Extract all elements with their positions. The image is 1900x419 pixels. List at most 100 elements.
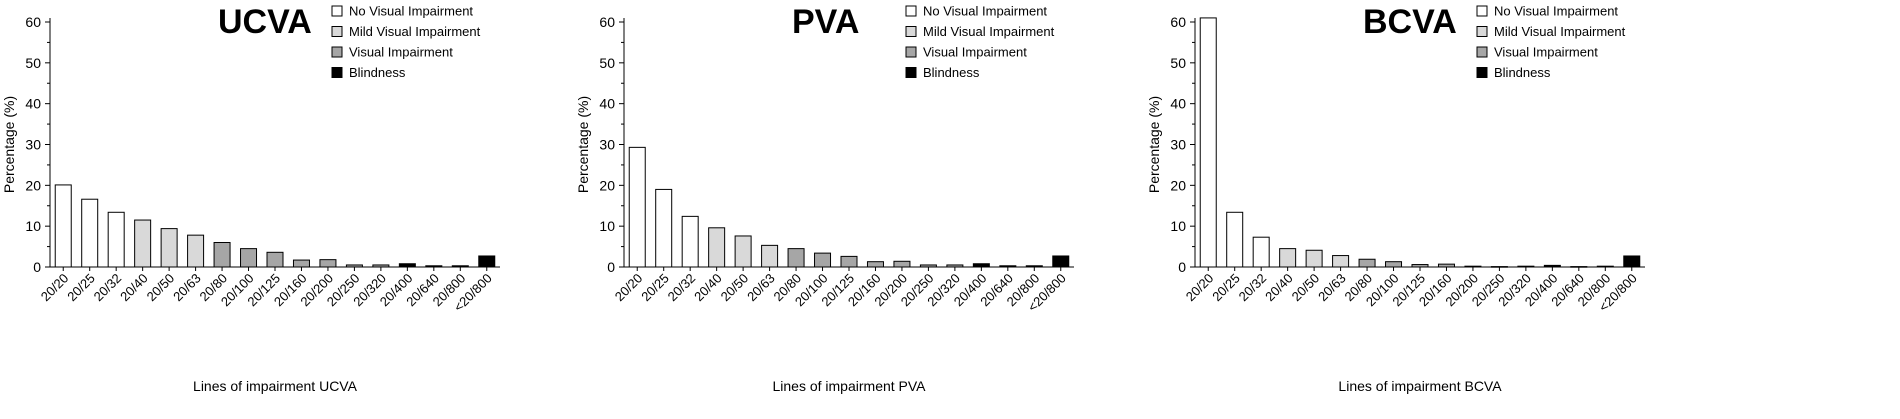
bcva-legend-label-vi: Visual Impairment	[1494, 45, 1598, 60]
pva-y-tick-label: 0	[607, 259, 615, 275]
bcva-y-tick-label: 40	[1170, 96, 1186, 112]
ucva-bar-20-100	[240, 248, 258, 268]
pva-y-tick-label: 10	[599, 218, 615, 234]
ucva-legend-label-mild: Mild Visual Impairment	[349, 24, 481, 39]
ucva-bar-20-200	[319, 259, 337, 268]
ucva-bar-20-20	[54, 184, 72, 268]
ucva-bar-20-32	[107, 211, 125, 268]
pva-bar-20-80	[787, 248, 805, 268]
ucva-y-tick-label: 20	[25, 177, 41, 193]
pva-bar-20-400	[972, 263, 990, 268]
pva-y-axis-title: Percentage (%)	[575, 96, 591, 193]
ucva-legend-label-vi: Visual Impairment	[349, 45, 453, 60]
bcva-bar-20-400	[1543, 264, 1561, 268]
ucva-y-tick-label: 30	[25, 137, 41, 153]
ucva-legend-swatch-vi	[331, 46, 343, 58]
ucva-bar-20-63	[187, 234, 205, 268]
pva-category-label: 20/20	[612, 271, 646, 305]
pva-category-label: 20/32	[665, 271, 699, 305]
bcva-legend-swatch-mild	[1476, 26, 1488, 37]
bcva-bar-20-125	[1411, 264, 1429, 268]
ucva-bar-20-125	[266, 251, 284, 268]
bcva-bar-20-40	[1279, 248, 1297, 268]
bcva-category-label: 20/63	[1315, 271, 1349, 305]
bcva-bar-20-160	[1437, 263, 1455, 268]
ucva-y-axis-title: Percentage (%)	[1, 96, 17, 193]
ucva-legend-swatch-none	[331, 5, 343, 17]
pva-category-label: 20/50	[718, 271, 752, 305]
pva-bar-20-125	[840, 255, 858, 268]
chart-panel-pva: 0 10 20 30 40 50 60 20/2020/2520/3220/4020/5020…	[575, 3, 1074, 394]
pva-bar-20-100	[814, 252, 832, 268]
bcva-bar-20-20	[1199, 17, 1217, 268]
ucva-y-tick-label: 10	[25, 218, 41, 234]
pva-y-tick-label: 20	[599, 177, 615, 193]
pva-bar-20-640	[999, 265, 1017, 268]
ucva-chart-title: UCVA	[218, 3, 312, 41]
bcva-bar-20-50	[1305, 249, 1323, 268]
ucva-bar-20-80	[213, 242, 231, 268]
ucva-category-label: 20/20	[38, 271, 72, 305]
ucva-category-label: 20/50	[144, 271, 178, 305]
pva-bar-20-20	[628, 146, 646, 268]
chart-panel-bcva: 0 10 20 30 40 50 60 20/2020/2520/3220/4020/5020…	[1146, 3, 1645, 394]
ucva-bar-20-320	[372, 264, 390, 268]
ucva-category-label: 20/63	[170, 271, 204, 305]
chart-panel-ucva: 0 10 20 30 40 50 60 20/2020/2520/3220/4020/5020…	[1, 3, 500, 394]
bcva-bar-20-100	[1385, 261, 1403, 268]
bcva-y-tick-label: 20	[1170, 177, 1186, 193]
pva-legend-label-blind: Blindness	[923, 65, 980, 80]
bcva-bar-20-25	[1226, 211, 1244, 268]
bcva-chart-title: BCVA	[1363, 3, 1457, 41]
bcva-legend-swatch-vi	[1476, 46, 1488, 58]
pva-bar-20-320	[946, 264, 964, 268]
bcva-category-label: 20/20	[1183, 271, 1217, 305]
pva-chart-title: PVA	[792, 3, 859, 41]
bcva-y-tick-label: 60	[1170, 14, 1186, 30]
pva-bar-20-800	[1025, 265, 1043, 268]
ucva-y-tick-label: 40	[25, 96, 41, 112]
bcva-category-label: 20/50	[1289, 271, 1323, 305]
ucva-bar-20-25	[81, 198, 99, 268]
bcva-legend-label-none: No Visual Impairment	[1494, 4, 1618, 19]
pva-x-axis-title: Lines of impairment PVA	[772, 378, 926, 394]
bcva-y-tick-label: 0	[1178, 259, 1186, 275]
ucva-bar-20-800	[478, 255, 496, 268]
bcva-legend-swatch-blind	[1476, 67, 1488, 78]
bcva-bar-20-63	[1332, 255, 1350, 268]
bcva-legend-label-mild: Mild Visual Impairment	[1494, 24, 1626, 39]
pva-legend-label-mild: Mild Visual Impairment	[923, 24, 1055, 39]
ucva-bar-20-160	[292, 259, 310, 268]
pva-bar-20-200	[893, 260, 911, 268]
ucva-bar-20-50	[160, 228, 178, 268]
pva-legend-swatch-blind	[905, 67, 917, 78]
bcva-bar-20-200	[1464, 265, 1482, 268]
pva-bar-20-160	[866, 261, 884, 268]
ucva-bar-20-40	[134, 219, 152, 268]
pva-bar-20-63	[761, 244, 779, 268]
pva-y-tick-label: 30	[599, 137, 615, 153]
bcva-category-label: 20/25	[1209, 271, 1243, 305]
pva-y-tick-label: 50	[599, 55, 615, 71]
pva-legend-swatch-vi	[905, 46, 917, 58]
ucva-bar-20-400	[398, 263, 416, 268]
ucva-category-label: 20/25	[64, 271, 98, 305]
ucva-x-axis-title: Lines of impairment UCVA	[193, 378, 358, 394]
ucva-legend-label-blind: Blindness	[349, 65, 406, 80]
bcva-y-tick-label: 10	[1170, 218, 1186, 234]
bcva-bar-20-800	[1596, 265, 1614, 268]
pva-y-tick-label: 40	[599, 96, 615, 112]
pva-category-label: 20/25	[638, 271, 672, 305]
ucva-y-tick-label: 60	[25, 14, 41, 30]
ucva-bar-20-800	[451, 265, 469, 268]
bcva-y-tick-label: 50	[1170, 55, 1186, 71]
pva-legend-label-none: No Visual Impairment	[923, 4, 1047, 19]
bcva-category-label: 20/40	[1262, 271, 1296, 305]
bcva-legend-label-blind: Blindness	[1494, 65, 1551, 80]
bcva-bar-20-80	[1358, 258, 1376, 268]
ucva-bar-20-640	[425, 265, 443, 268]
pva-category-label: 20/40	[691, 271, 725, 305]
bcva-bar-20-320	[1517, 265, 1535, 268]
pva-bar-20-50	[734, 235, 752, 268]
ucva-category-label: 20/32	[91, 271, 125, 305]
